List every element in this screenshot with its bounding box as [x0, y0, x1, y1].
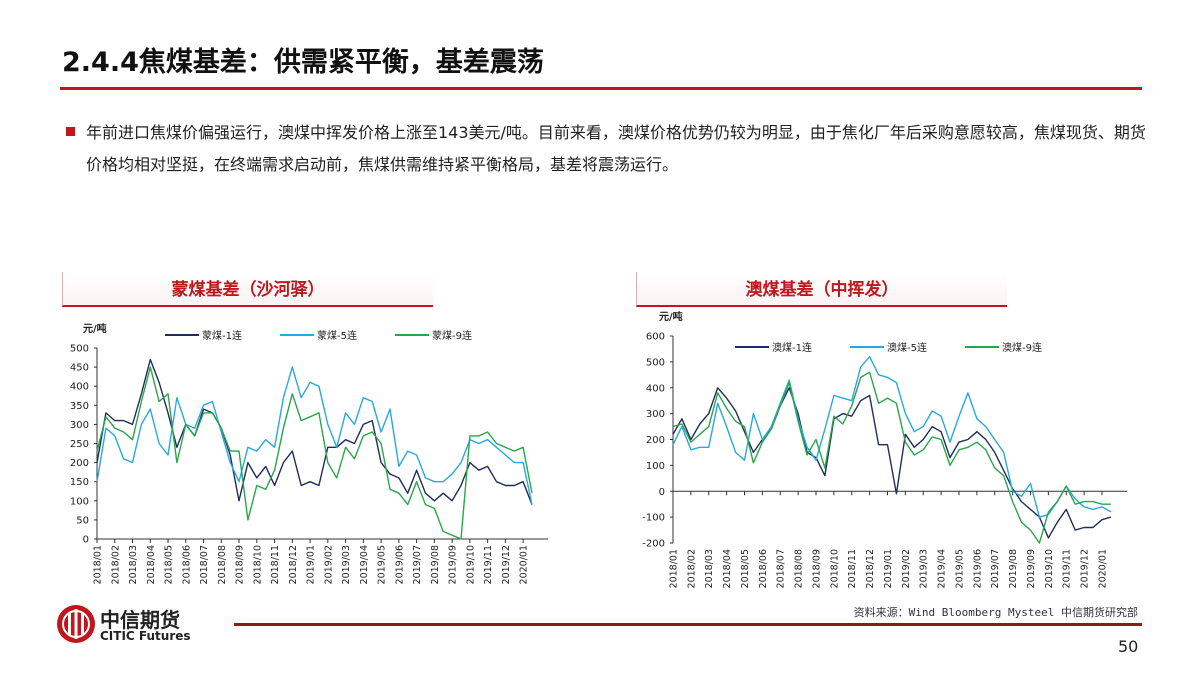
x-tick-label: 2018/02	[686, 549, 697, 588]
x-tick-label: 2019/11	[483, 545, 494, 584]
bullet-text: 年前进口焦煤价偏强运行，澳煤中挥发价格上涨至143美元/吨。目前来看，澳煤价格优…	[86, 123, 1146, 174]
x-tick-label: 2020/01	[1097, 549, 1108, 588]
x-tick-label: 2018/06	[181, 545, 192, 584]
y-tick-label: 300	[646, 409, 665, 420]
x-tick-label: 2019/05	[377, 545, 388, 584]
x-tick-label: 2018/08	[794, 549, 805, 588]
x-tick-label: 2018/04	[146, 545, 157, 584]
source-note: 资料来源：Wind Bloomberg Mysteel 中信期货研究部	[853, 606, 1138, 619]
legend-label: 澳煤-9连	[1002, 341, 1042, 354]
y-tick-label: 0	[83, 535, 89, 546]
y-tick-label: 150	[70, 477, 89, 488]
x-tick-label: 2019/02	[323, 545, 334, 584]
legend-label: 蒙煤-1连	[202, 329, 242, 342]
chart-mongolian-basis: 元/吨 0 50 100 150 200 250 300 350 400 450 500 2018/01…	[70, 322, 548, 584]
x-tick-label: 2019/06	[394, 545, 405, 584]
x-tick-label: 2019/03	[341, 545, 352, 584]
slide-title: 2.4.4焦煤基差：供需紧平衡，基差震荡	[62, 47, 544, 78]
bullet-square-icon	[66, 127, 75, 136]
x-tick-label: 2018/03	[128, 545, 139, 584]
y-tick-label: 350	[70, 401, 89, 412]
x-tick-label: 2018/07	[199, 545, 210, 584]
x-tick-label: 2020/01	[519, 545, 530, 584]
y-axis-unit: 元/吨	[83, 322, 107, 335]
x-tick-label: 2019/09	[448, 545, 459, 584]
x-tick-label: 2019/07	[412, 545, 423, 584]
legend-label: 蒙煤-5连	[317, 329, 357, 342]
x-tick-label: 2018/09	[235, 545, 246, 584]
chart-australian-basis: 元/吨 -200 -100 0 100 200 300 400 500 600 2018/01 201…	[642, 310, 1127, 588]
x-tick-label: 2019/05	[954, 549, 965, 588]
x-tick-label: 2018/10	[252, 545, 263, 584]
footer-divider	[234, 623, 1142, 626]
series-line-3	[672, 371, 1111, 544]
x-tick-label: 2018/08	[217, 545, 228, 584]
y-tick-label: 100	[646, 461, 665, 472]
y-tick-label: 200	[646, 435, 665, 446]
x-tick-label: 2018/11	[847, 549, 858, 588]
y-axis-unit: 元/吨	[659, 310, 683, 323]
x-tick-label: 2018/05	[164, 545, 175, 584]
y-tick-label: 50	[76, 515, 89, 526]
x-tick-label: 2019/12	[1080, 549, 1091, 588]
logo-text-cn: 中信期货	[100, 608, 180, 632]
y-tick-label: -200	[642, 539, 665, 550]
x-tick-label: 2019/11	[1062, 549, 1073, 588]
y-tick-label: 100	[70, 496, 89, 507]
x-tick-label: 2019/10	[1044, 549, 1055, 588]
x-tick-label: 2019/03	[919, 549, 930, 588]
x-tick-label: 2019/07	[990, 549, 1001, 588]
x-tick-label: 2018/10	[829, 549, 840, 588]
x-tick-label: 2018/03	[704, 549, 715, 588]
x-tick-label: 2018/07	[776, 549, 787, 588]
x-tick-label: 2019/08	[430, 545, 441, 584]
x-tick-label: 2019/04	[359, 545, 370, 584]
y-tick-label: 450	[70, 363, 89, 374]
x-tick-label: 2018/06	[758, 549, 769, 588]
logo-text-en: CITIC Futures	[100, 629, 191, 643]
x-tick-label: 2019/08	[1008, 549, 1019, 588]
series-line-1	[96, 358, 533, 505]
x-tick-label: 2019/01	[883, 549, 894, 588]
x-tick-label: 2019/09	[1026, 549, 1037, 588]
series-line-2	[96, 366, 533, 505]
y-tick-label: 200	[70, 458, 89, 469]
chart-title-australian: 澳煤基差（中挥发）	[636, 272, 1007, 307]
chart-title-mongolian: 蒙煤基差（沙河驿）	[62, 272, 433, 307]
x-tick-label: 2018/01	[93, 545, 104, 584]
x-tick-label: 2018/05	[740, 549, 751, 588]
y-tick-label: 400	[70, 382, 89, 393]
page-number: 50	[1118, 637, 1139, 656]
series-line-2	[672, 356, 1112, 518]
y-tick-label: 400	[646, 383, 665, 394]
x-tick-label: 2018/11	[270, 545, 281, 584]
y-tick-label: 600	[646, 332, 665, 343]
legend-label: 澳煤-1连	[772, 341, 812, 354]
x-tick-label: 2019/01	[306, 545, 317, 584]
x-tick-label: 2018/01	[669, 549, 680, 588]
x-tick-label: 2018/02	[110, 545, 121, 584]
x-tick-label: 2019/04	[937, 549, 948, 588]
bullet-paragraph: 年前进口焦煤价偏强运行，澳煤中挥发价格上涨至143美元/吨。目前来看，澳煤价格优…	[66, 117, 1146, 181]
x-tick-label: 2019/02	[901, 549, 912, 588]
y-tick-label: 0	[659, 487, 665, 498]
y-tick-label: 250	[70, 439, 89, 450]
y-tick-label: 300	[70, 420, 89, 431]
y-tick-label: -100	[642, 513, 665, 524]
x-tick-label: 2019/06	[972, 549, 983, 588]
citic-logo-icon	[57, 605, 95, 643]
series-line-3	[96, 366, 533, 540]
title-divider	[60, 87, 1142, 90]
x-tick-label: 2018/04	[722, 549, 733, 588]
y-tick-label: 500	[646, 357, 665, 368]
x-tick-label: 2019/10	[465, 545, 476, 584]
x-tick-label: 2018/12	[865, 549, 876, 588]
x-tick-label: 2019/12	[501, 545, 512, 584]
x-tick-label: 2018/09	[811, 549, 822, 588]
legend-label: 澳煤-5连	[887, 341, 927, 354]
y-tick-label: 500	[70, 344, 89, 355]
x-tick-label: 2018/12	[288, 545, 299, 584]
legend-label: 蒙煤-9连	[432, 329, 472, 342]
